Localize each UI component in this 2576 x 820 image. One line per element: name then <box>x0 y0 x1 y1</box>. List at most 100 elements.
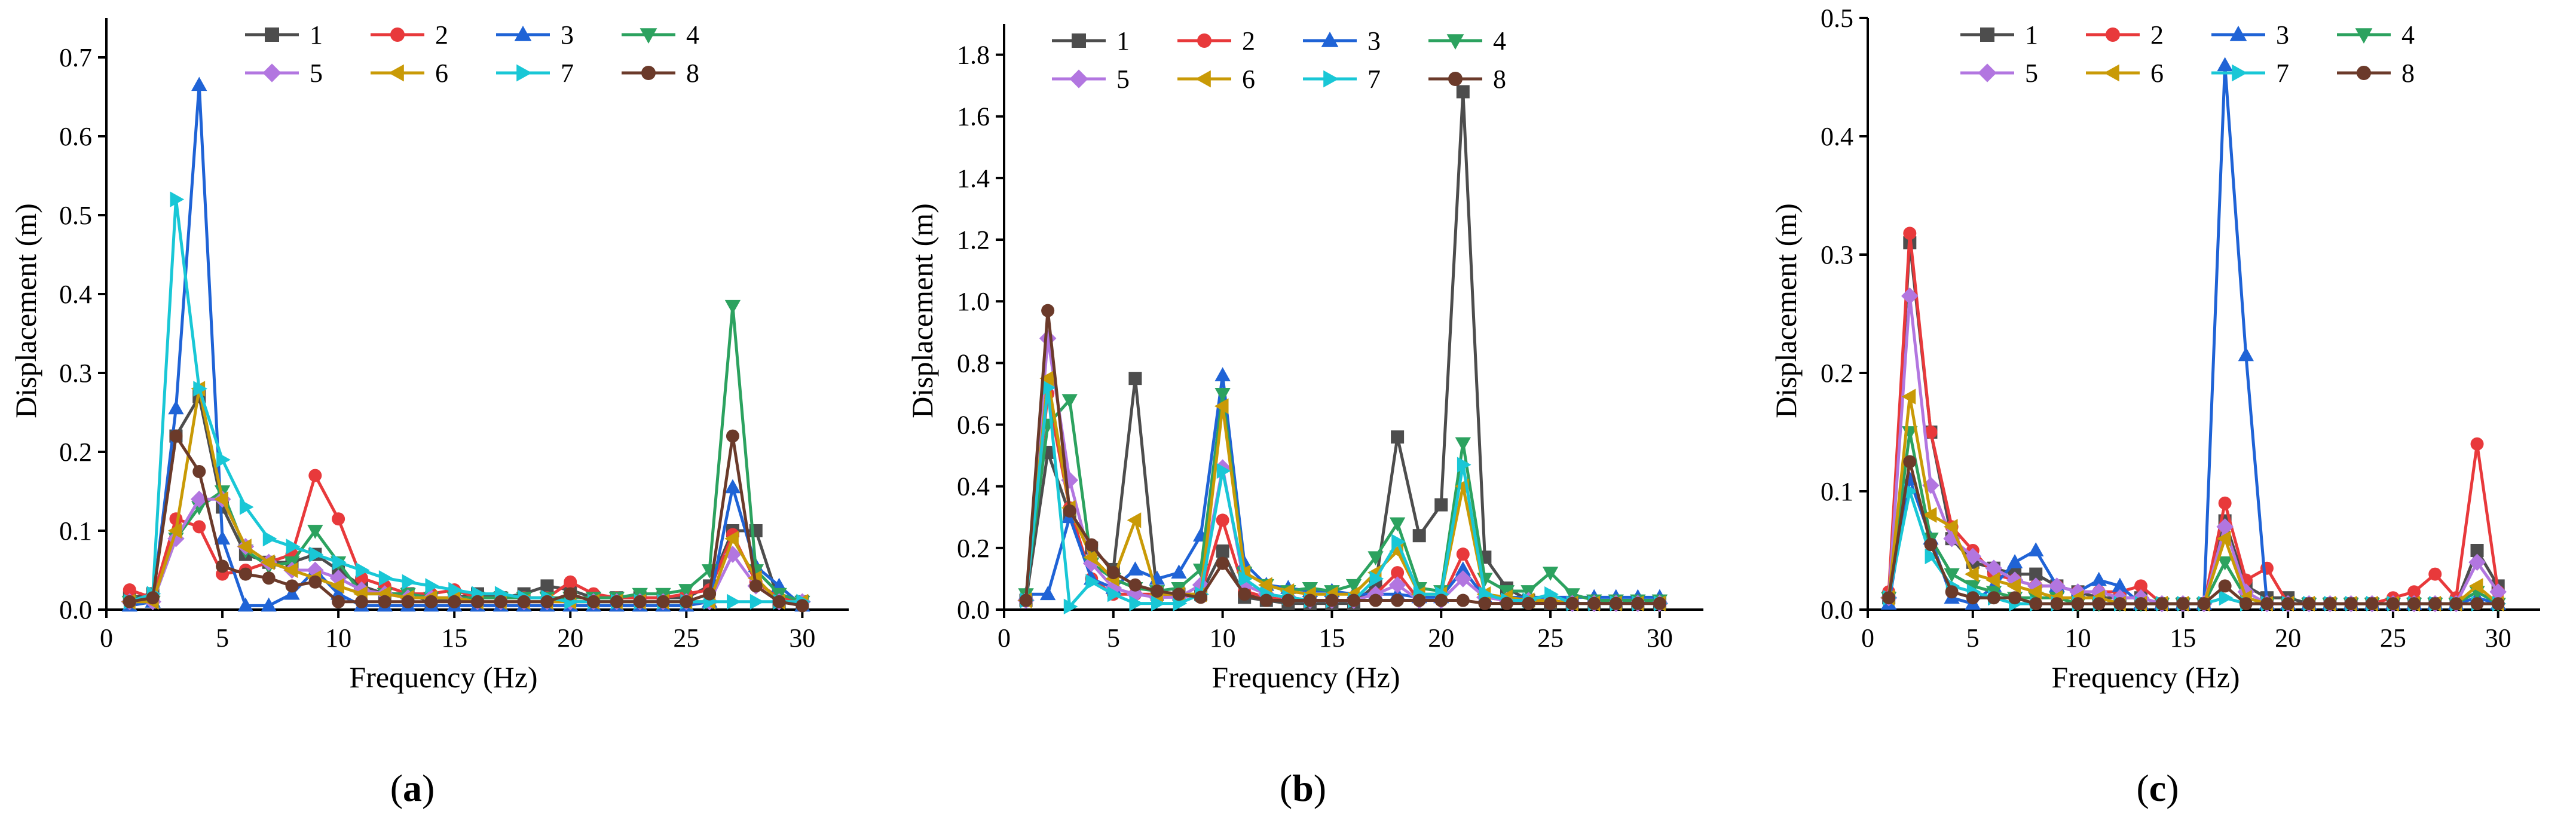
data-point-series-8 <box>1128 578 1142 592</box>
data-point-series-3 <box>724 479 741 494</box>
x-tick-label: 30 <box>789 623 815 653</box>
data-point-series-5 <box>2468 553 2486 571</box>
legend-label-6: 6 <box>1242 65 1255 94</box>
legend-marker-2 <box>1197 33 1211 48</box>
data-point-series-7 <box>286 538 301 555</box>
data-point-series-8 <box>2260 597 2274 611</box>
data-point-series-5 <box>1901 287 1919 305</box>
x-tick-label: 10 <box>1210 623 1236 653</box>
data-point-series-1 <box>2470 544 2484 557</box>
legend-marker-4 <box>1446 34 1464 50</box>
data-point-series-7 <box>1391 534 1406 550</box>
data-point-series-7 <box>356 562 370 579</box>
data-point-series-3 <box>2028 542 2044 556</box>
y-tick-label: 0.7 <box>59 43 92 72</box>
x-tick-label: 10 <box>2065 623 2091 653</box>
data-point-series-8 <box>2113 597 2127 611</box>
y-tick-label: 0.2 <box>1821 359 1853 388</box>
data-point-series-7 <box>1151 595 1165 611</box>
data-point-series-1 <box>1128 372 1142 385</box>
data-point-series-6 <box>1965 566 1979 582</box>
data-point-series-1 <box>1391 430 1405 444</box>
data-point-series-5 <box>1964 547 1982 565</box>
chart-a-legend: 1 2 3 4 5 6 7 8 <box>245 20 699 88</box>
chart-c-series <box>1880 57 2507 613</box>
legend-marker-4 <box>640 28 657 44</box>
data-point-series-8 <box>169 429 183 443</box>
y-tick-label: 0.3 <box>59 359 92 388</box>
data-point-series-8 <box>633 595 647 608</box>
legend-marker-7 <box>1323 70 1339 88</box>
data-point-series-8 <box>1456 593 1470 607</box>
data-point-series-7 <box>1369 571 1384 587</box>
data-point-series-8 <box>2344 597 2358 611</box>
data-point-series-8 <box>1631 596 1645 610</box>
legend-label-5: 5 <box>310 59 323 88</box>
legend-label-2: 2 <box>2150 20 2164 50</box>
data-point-series-1 <box>1216 544 1229 558</box>
legend-marker-6 <box>1195 70 1211 88</box>
data-point-series-7 <box>1904 483 1919 500</box>
data-point-series-8 <box>2092 597 2106 611</box>
legend-marker-6 <box>388 64 404 82</box>
data-point-series-8 <box>540 595 554 608</box>
data-point-series-6 <box>1985 572 2000 588</box>
data-point-series-6 <box>2216 531 2231 547</box>
data-point-series-4 <box>724 299 741 314</box>
legend-label-6: 6 <box>435 59 448 88</box>
data-point-series-8 <box>1412 593 1426 607</box>
data-point-series-8 <box>1924 538 1938 552</box>
data-point-series-8 <box>285 579 299 593</box>
y-tick-label: 0.0 <box>957 595 990 625</box>
data-point-series-5 <box>2048 577 2066 595</box>
x-tick-label: 30 <box>2485 623 2511 653</box>
data-point-series-7 <box>1457 457 1471 473</box>
data-point-series-8 <box>1369 593 1382 607</box>
legend-label-7: 7 <box>2276 59 2289 88</box>
y-tick-label: 0.2 <box>957 534 990 563</box>
data-point-series-8 <box>680 595 693 608</box>
x-tick-label: 25 <box>2380 623 2406 653</box>
data-point-series-8 <box>1325 593 1339 607</box>
data-point-series-6 <box>237 538 252 555</box>
data-point-series-8 <box>749 579 763 593</box>
chart-b-axes: 0 5 10 15 20 25 300.00.20.40.60.81.01.21.41.61… <box>957 24 1703 653</box>
chart-a-series <box>121 77 811 613</box>
x-tick-label: 10 <box>325 623 351 653</box>
data-point-series-8 <box>238 567 252 581</box>
data-point-series-8 <box>448 595 461 608</box>
data-point-series-6 <box>214 491 228 507</box>
data-point-series-6 <box>1943 519 1958 535</box>
data-point-series-8 <box>494 595 507 608</box>
legend-marker-4 <box>2355 28 2373 44</box>
data-point-series-6 <box>1922 507 1937 523</box>
data-point-series-8 <box>796 599 809 613</box>
data-point-series-7 <box>448 582 463 598</box>
chart-panel-c: 0 5 10 15 20 25 300.00.10.20.30.40.5 1 2 3 45 6 7 8 … <box>1769 4 2540 809</box>
data-point-series-7 <box>193 381 207 397</box>
data-point-series-5 <box>307 561 324 579</box>
data-point-series-6 <box>1901 388 1916 405</box>
data-point-series-8 <box>2071 597 2085 611</box>
legend-label-1: 1 <box>2025 20 2038 50</box>
data-point-series-7 <box>170 191 185 207</box>
chart-a-axes: 0 5 10 15 20 25 300.00.10.20.30.40.50.60.7 <box>59 18 849 653</box>
chart-c-ylabel: Displacement (m) <box>1769 203 1803 418</box>
data-point-series-2 <box>2470 437 2484 451</box>
data-point-series-4 <box>1367 551 1384 566</box>
x-tick-label: 15 <box>1318 623 1345 653</box>
data-point-series-8 <box>1434 593 1448 607</box>
data-point-series-8 <box>1653 596 1666 610</box>
data-point-series-7 <box>1238 571 1253 587</box>
legend-marker-1 <box>265 27 279 42</box>
y-tick-label: 0.0 <box>59 595 92 625</box>
data-point-series-4 <box>2217 556 2233 571</box>
data-point-series-8 <box>1041 304 1055 317</box>
legend-label-4: 4 <box>2401 20 2415 50</box>
data-point-series-3 <box>2006 554 2023 568</box>
y-tick-label: 0.6 <box>957 411 990 440</box>
data-point-series-7 <box>262 531 277 547</box>
x-tick-label: 5 <box>1107 623 1120 653</box>
data-point-series-7 <box>1042 380 1056 396</box>
legend-label-4: 4 <box>686 20 699 50</box>
